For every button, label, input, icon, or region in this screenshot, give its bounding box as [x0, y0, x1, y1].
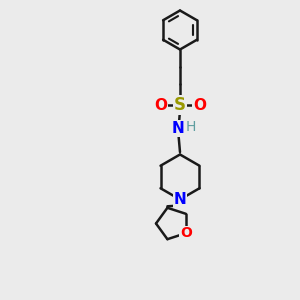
Text: O: O: [154, 98, 167, 112]
Text: O: O: [180, 226, 192, 240]
Text: O: O: [193, 98, 206, 112]
Text: S: S: [174, 96, 186, 114]
Text: H: H: [185, 120, 196, 134]
Text: N: N: [171, 121, 184, 136]
Text: N: N: [174, 192, 186, 207]
